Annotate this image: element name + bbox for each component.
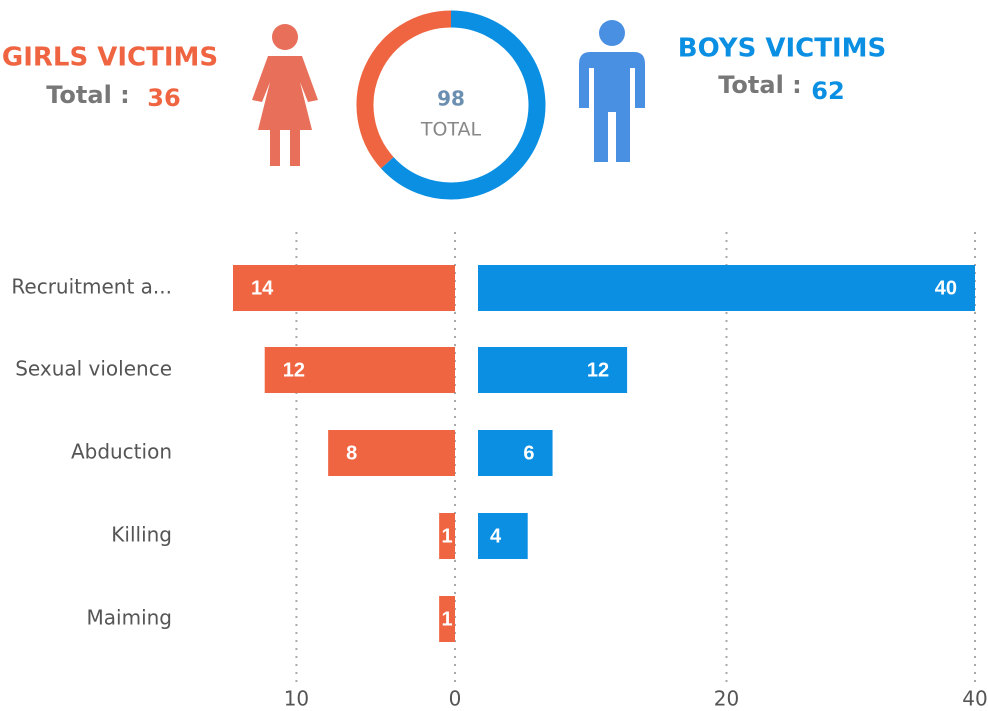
bar xyxy=(478,265,975,311)
bar xyxy=(478,430,553,476)
value-label: 1 xyxy=(442,608,453,630)
girls-title: GIRLS VICTIMS xyxy=(2,43,218,73)
girls-total: 36 xyxy=(147,84,180,112)
value-label: 4 xyxy=(490,525,502,547)
category-label: Killing xyxy=(111,523,172,547)
boys-title: BOYS VICTIMS xyxy=(678,34,886,64)
x-tick-label: 20 xyxy=(714,687,739,711)
donut-center-value: 98 xyxy=(437,87,465,111)
donut-slice xyxy=(356,10,452,169)
girl-icon xyxy=(252,24,318,166)
category-label: Sexual violence xyxy=(15,357,172,381)
category-label: Recruitment a... xyxy=(11,275,172,299)
girls-total-label: Total : xyxy=(46,81,130,109)
value-label: 12 xyxy=(283,359,305,381)
x-tick-label: 40 xyxy=(962,687,987,711)
x-tick-label: 10 xyxy=(284,687,309,711)
bar xyxy=(439,513,455,559)
category-label: Abduction xyxy=(71,440,172,464)
boys-total: 62 xyxy=(811,77,844,105)
value-label: 1 xyxy=(442,525,453,547)
value-label: 6 xyxy=(523,442,534,464)
bar xyxy=(478,347,628,393)
boys-total-label: Total : xyxy=(718,71,802,99)
bar xyxy=(264,347,455,393)
bar xyxy=(233,265,455,311)
value-label: 12 xyxy=(587,359,609,381)
donut-slice xyxy=(381,10,546,200)
value-label: 40 xyxy=(935,277,957,299)
donut-center-label: TOTAL xyxy=(420,119,482,141)
bar xyxy=(439,596,455,642)
category-label: Maiming xyxy=(87,606,172,630)
value-label: 14 xyxy=(251,277,274,299)
bar xyxy=(328,430,455,476)
bar xyxy=(478,513,528,559)
value-label: 8 xyxy=(346,442,357,464)
x-tick-label: 0 xyxy=(449,687,462,711)
boy-icon xyxy=(579,20,645,162)
